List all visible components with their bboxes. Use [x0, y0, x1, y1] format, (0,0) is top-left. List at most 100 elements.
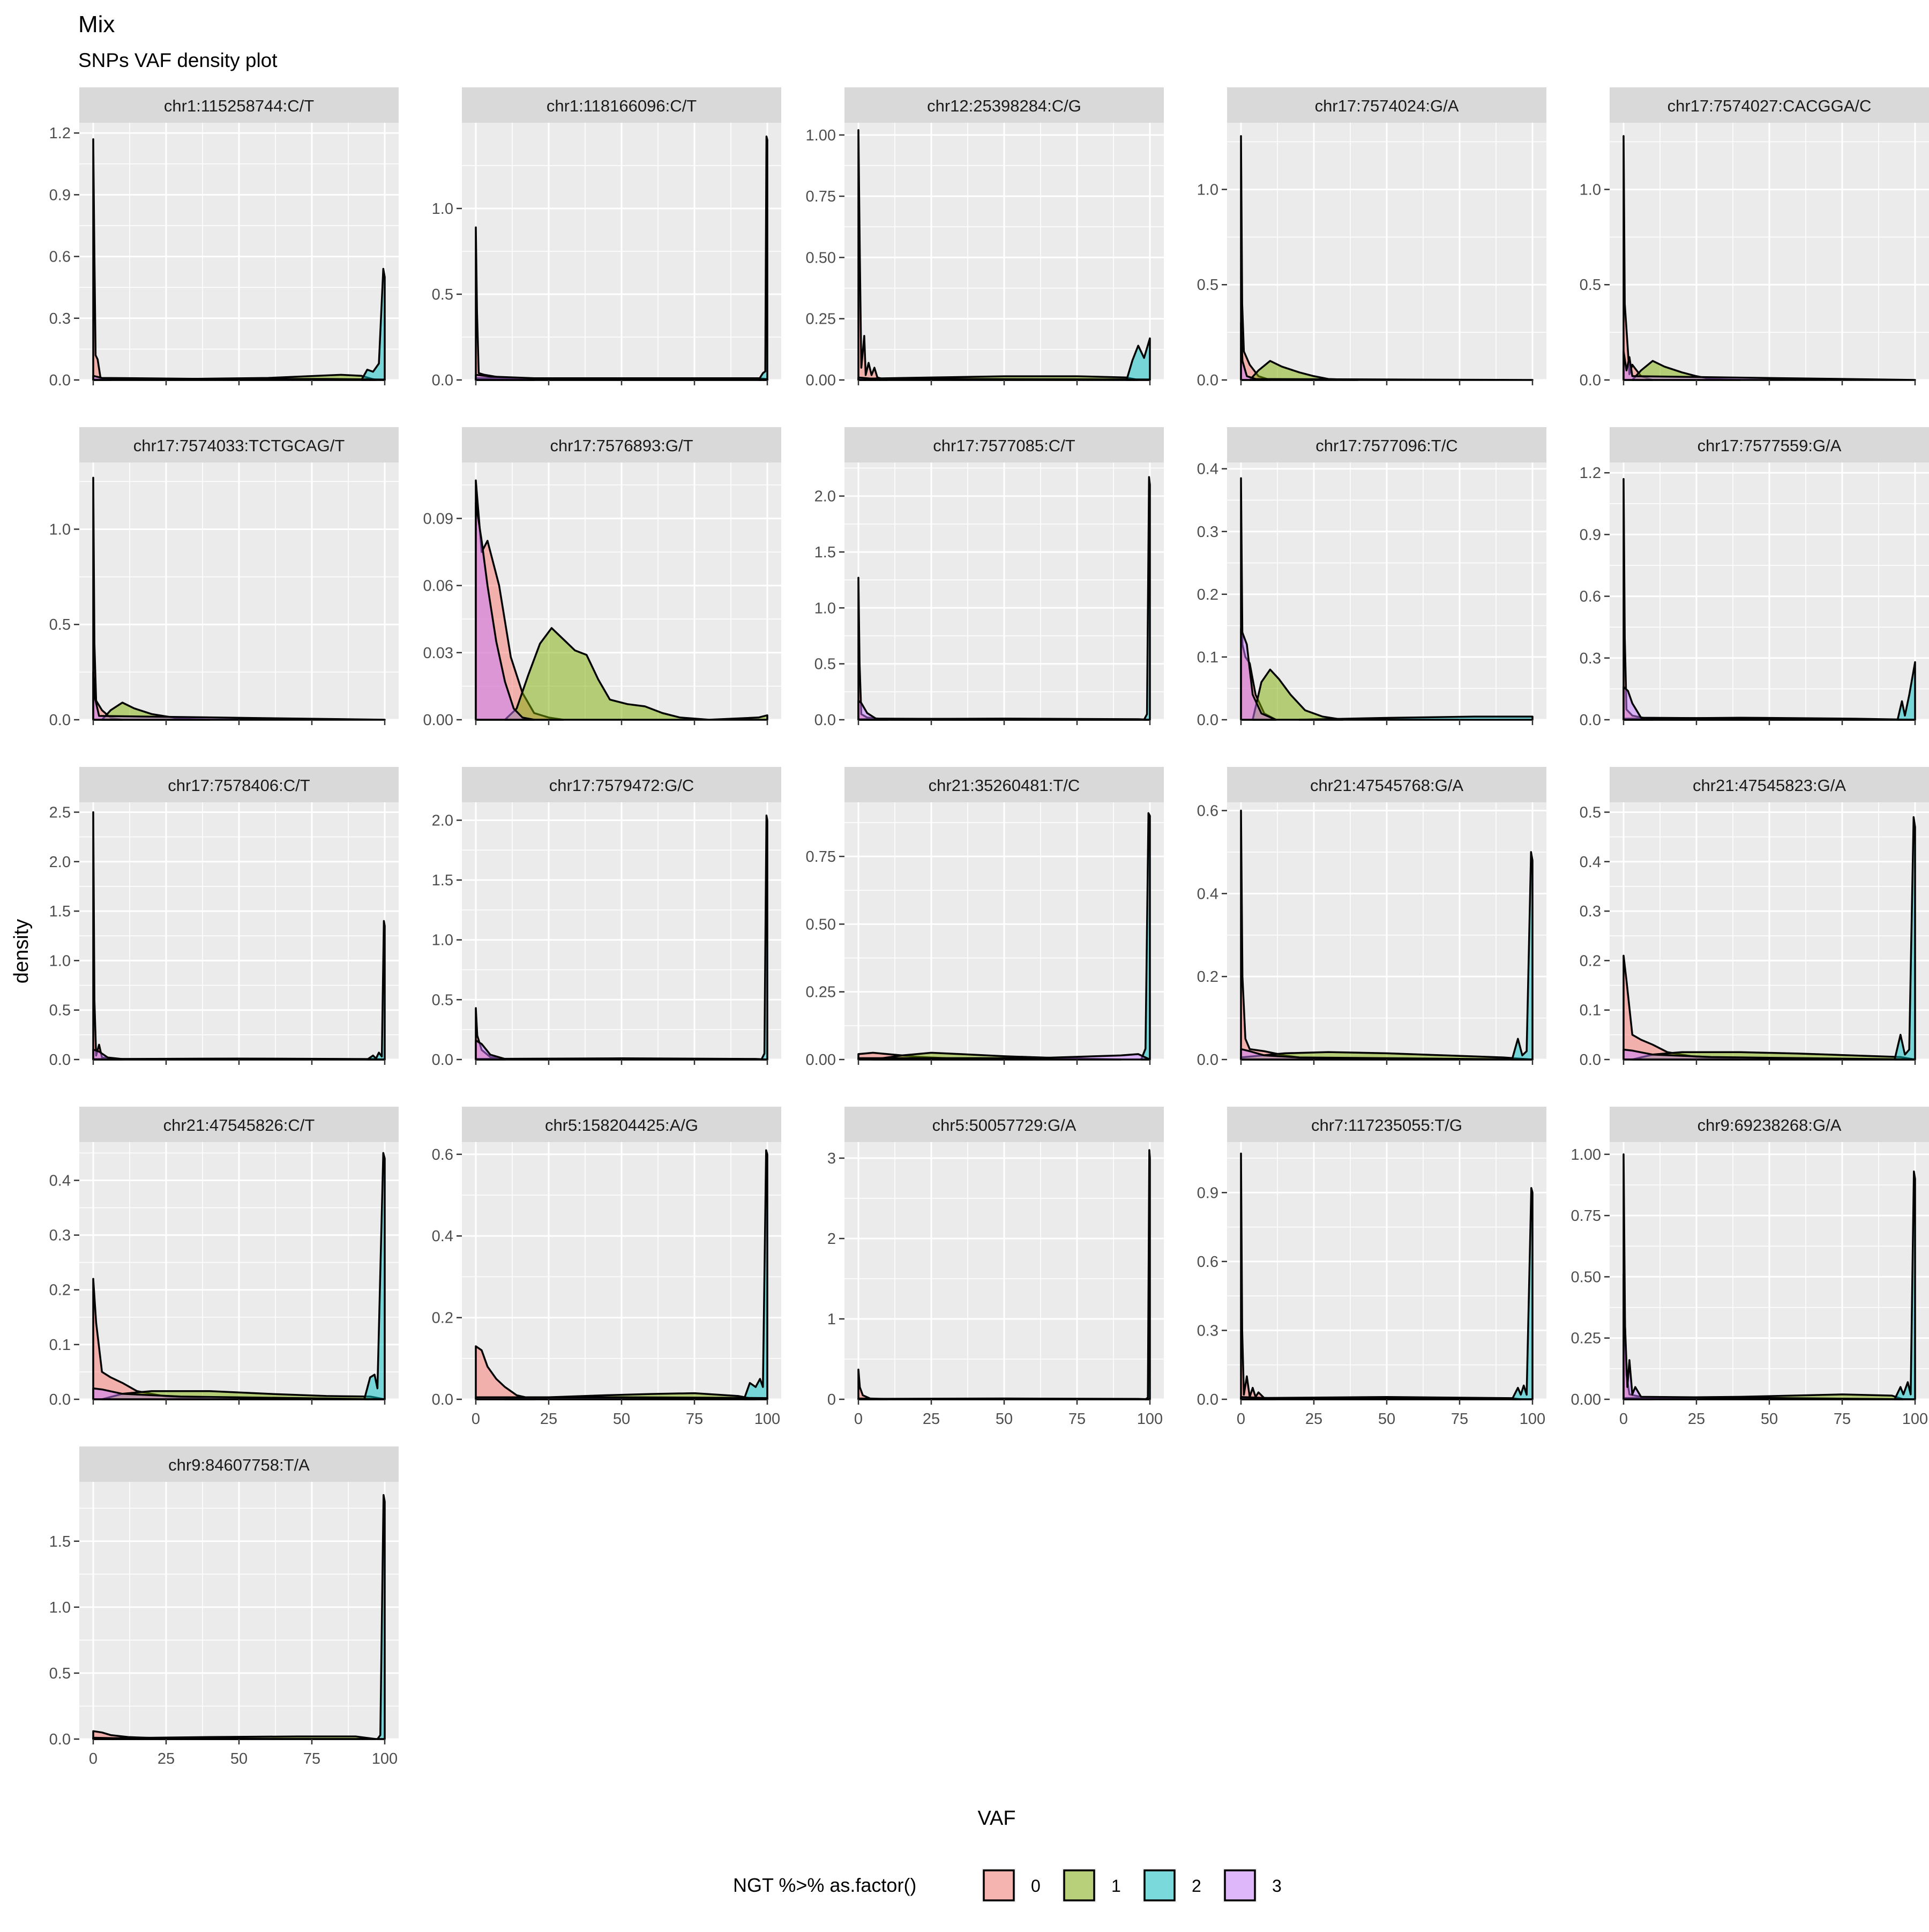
y-tick-label: 0.0 [1580, 372, 1601, 389]
facet-strip-label: chr7:117235055:T/G [1311, 1116, 1462, 1135]
y-tick-label: 1 [827, 1311, 836, 1328]
density-area-ngt-3 [92, 671, 386, 721]
y-tick-label: 0.5 [814, 656, 836, 673]
y-tick-label: 0.1 [1580, 1002, 1601, 1019]
facet-chr21-47545826-c-t: chr21:47545826:C/T 0.0 0.1 0.2 0.3 0.4 [49, 1107, 399, 1408]
facet-chr17-7579472-g-c: chr17:7579472:G/C 0.0 0.5 1.0 1.5 2.0 [432, 767, 781, 1069]
facet-strip-label: chr21:35260481:T/C [929, 776, 1080, 795]
facet-chr17-7574027-cacgga-c: chr17:7574027:CACGGA/C 0.0 0.5 1.0 [1580, 87, 1929, 389]
y-tick-label: 1.2 [49, 125, 71, 142]
legend-label-ngt-1: 1 [1111, 1876, 1121, 1896]
legend-swatch-ngt-1 [1063, 1869, 1095, 1901]
legend: NGT %>% as.factor() 0 1 2 3 [733, 1868, 1282, 1903]
facet-strip [1227, 767, 1546, 802]
y-tick-label: 0.0 [1197, 712, 1218, 729]
y-tick-label: 1.2 [1580, 465, 1601, 482]
facet-strip-label: chr17:7574024:G/A [1315, 96, 1459, 115]
y-tick-label: 0.4 [1580, 854, 1601, 871]
facet-strip-label: chr17:7576893:G/T [550, 436, 693, 455]
chart-title: Mix [78, 11, 115, 38]
facet-strip [79, 87, 399, 123]
x-tick-label: 0 [854, 1411, 863, 1428]
y-tick-label: 1.0 [432, 200, 453, 218]
legend-swatch-ngt-2 [1143, 1869, 1176, 1901]
facet-strip-label: chr9:84607758:T/A [168, 1456, 310, 1474]
y-tick-label: 0.4 [49, 1172, 71, 1189]
y-tick-label: 2 [827, 1230, 836, 1248]
y-tick-label: 0.3 [1580, 650, 1601, 667]
density-area-ngt-3 [92, 1736, 386, 1740]
y-tick-label: 0.4 [1197, 885, 1218, 902]
facet-strip [462, 427, 781, 463]
y-tick-label: 0 [827, 1391, 836, 1408]
density-area-ngt-2 [1894, 1170, 1916, 1400]
x-tick-label: 50 [230, 1750, 248, 1767]
y-tick-label: 0.5 [1580, 804, 1601, 821]
facet-strip-label: chr17:7578406:C/T [168, 776, 310, 795]
density-area-ngt-2 [1298, 715, 1534, 721]
y-tick-label: 0.5 [49, 1665, 71, 1682]
facet-chr9-84607758-t-a: chr9:84607758:T/A 0.0 0.5 1.0 1.5 0 25 50 75 100 [49, 1446, 399, 1767]
y-tick-label: 1.5 [49, 903, 71, 920]
density-area-ngt-2 [743, 1149, 768, 1400]
facet-chr17-7577085-c-t: chr17:7577085:C/T 0.0 0.5 1.0 1.5 2.0 [814, 427, 1164, 729]
x-tick-label: 100 [1137, 1411, 1163, 1428]
facet-strip-label: chr21:47545826:C/T [163, 1116, 315, 1135]
y-tick-label: 0.0 [1197, 372, 1218, 389]
y-tick-label: 0.6 [1197, 1254, 1218, 1271]
density-area-ngt-2 [1894, 816, 1916, 1061]
density-area-ngt-2 [366, 920, 386, 1061]
y-tick-label: 0.50 [806, 916, 836, 933]
y-tick-label: 1.0 [49, 521, 71, 538]
y-tick-label: 0.75 [1571, 1207, 1601, 1225]
y-tick-label: 0.9 [1197, 1184, 1218, 1202]
facet-strip [1227, 87, 1546, 123]
density-area-ngt-3 [857, 1397, 1151, 1400]
y-tick-label: 0.25 [1571, 1330, 1601, 1347]
density-area-ngt-2 [1511, 851, 1534, 1061]
x-tick-label: 25 [540, 1411, 557, 1428]
legend-label-ngt-0: 0 [1031, 1876, 1041, 1896]
facet-chr17-7577096-t-c: chr17:7577096:T/C 0.0 0.1 0.2 0.3 0.4 [1197, 427, 1546, 729]
facet-strip-label: chr17:7579472:G/C [549, 776, 694, 795]
chart-subtitle: SNPs VAF density plot [78, 49, 278, 71]
y-tick-label: 0.75 [806, 848, 836, 866]
density-area-ngt-3 [1623, 1273, 1916, 1400]
facet-chr9-69238268-g-a: chr9:69238268:G/A 0.00 0.25 0.50 0.75 1.00 0 25… [1571, 1107, 1929, 1428]
y-tick-label: 0.2 [1197, 968, 1218, 986]
y-tick-label: 0.2 [1580, 952, 1601, 969]
y-tick-label: 0.3 [49, 1227, 71, 1244]
x-tick-label: 25 [1688, 1411, 1705, 1428]
y-tick-label: 1.0 [49, 952, 71, 969]
y-tick-label: 0.1 [49, 1337, 71, 1354]
x-tick-label: 75 [303, 1750, 320, 1767]
y-tick-label: 1.00 [806, 127, 836, 144]
facet-strip [79, 767, 399, 802]
facet-strip [1610, 87, 1929, 123]
facet-strip [844, 1107, 1164, 1142]
facet-chr21-35260481-t-c: chr21:35260481:T/C 0.00 0.25 0.50 0.75 [806, 767, 1164, 1069]
facet-grid: chr1:115258744:C/T0.00.30.60.91.2chr1:11… [49, 87, 1929, 1767]
y-tick-label: 0.9 [1580, 526, 1601, 543]
legend-title: NGT %>% as.factor() [733, 1874, 916, 1896]
facet-strip [79, 427, 399, 463]
y-tick-label: 0.0 [49, 1391, 71, 1408]
y-tick-label: 0.5 [1197, 277, 1218, 294]
y-tick-label: 0.0 [49, 372, 71, 389]
y-tick-label: 0.3 [1580, 903, 1601, 920]
x-tick-label: 75 [1451, 1411, 1468, 1428]
facet-chr17-7574024-g-a: chr17:7574024:G/A 0.0 0.5 1.0 [1197, 87, 1546, 389]
y-tick-label: 1.0 [814, 600, 836, 617]
y-tick-label: 0.3 [1197, 524, 1218, 541]
x-tick-label: 0 [472, 1411, 480, 1428]
x-tick-label: 25 [158, 1750, 175, 1767]
x-tick-label: 50 [1378, 1411, 1395, 1428]
y-tick-label: 1.0 [49, 1599, 71, 1616]
density-area-ngt-3 [475, 502, 535, 721]
density-area-ngt-3 [1240, 1396, 1534, 1400]
facet-strip-label: chr1:118166096:C/T [547, 96, 697, 115]
y-tick-label: 0.5 [432, 286, 453, 303]
y-tick-label: 0.4 [1197, 461, 1218, 478]
y-tick-label: 1.0 [1197, 181, 1218, 198]
facet-strip [79, 1446, 399, 1482]
